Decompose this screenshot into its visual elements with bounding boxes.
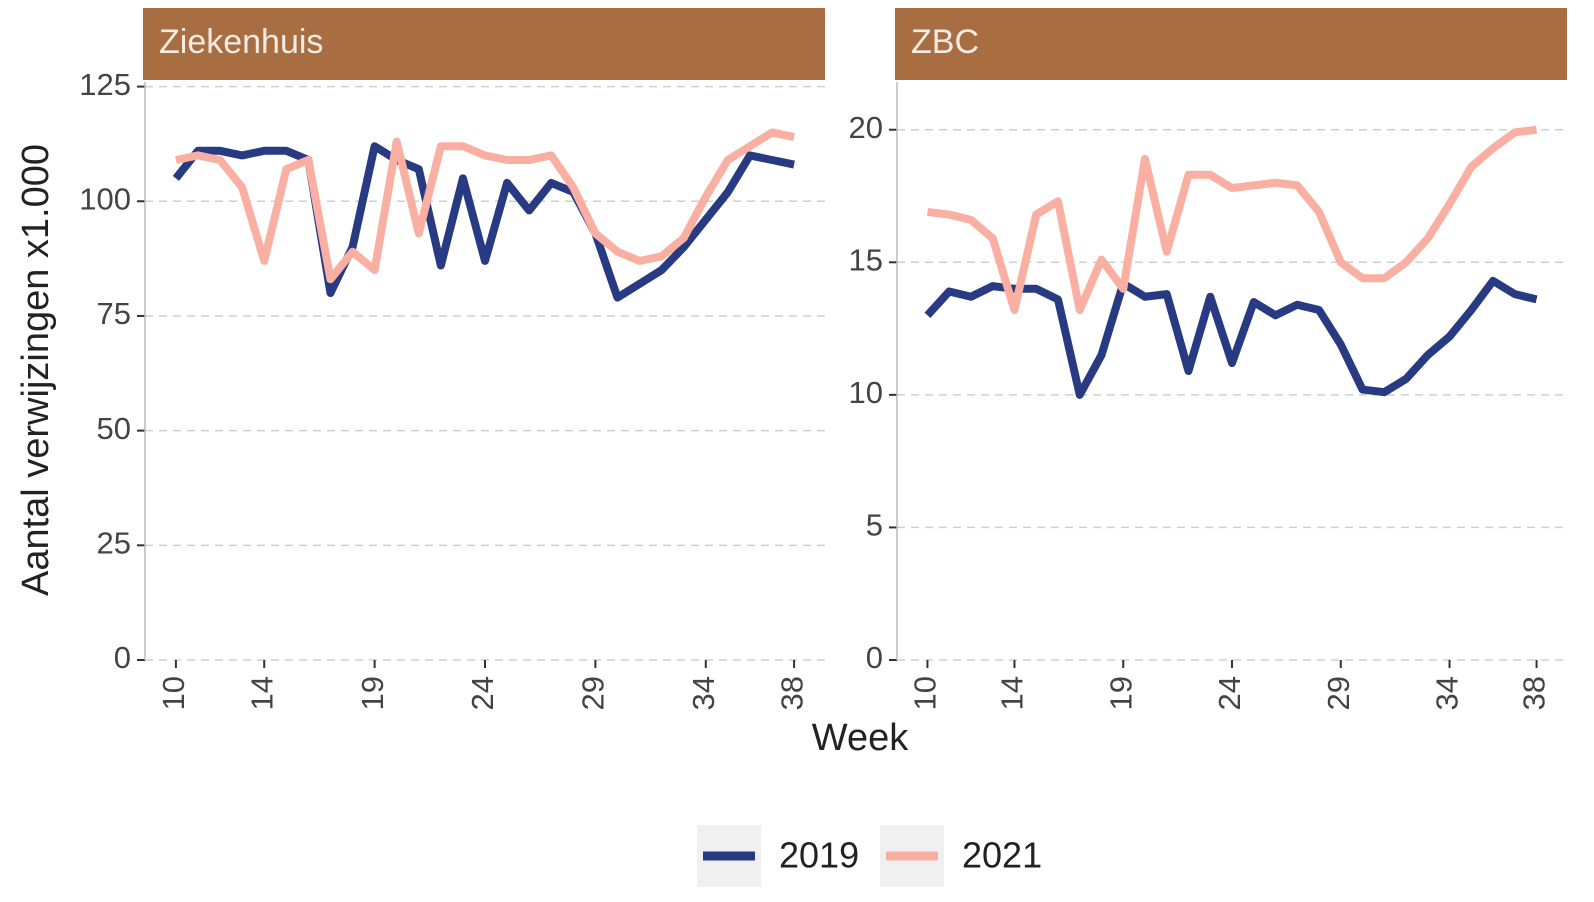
y-tick-label: 50 <box>97 411 131 446</box>
x-tick-label: 14 <box>244 676 279 710</box>
y-tick-label: 0 <box>866 640 883 675</box>
x-tick-label: 34 <box>686 676 721 710</box>
facet-title: Ziekenhuis <box>159 23 323 61</box>
x-tick-label: 10 <box>156 676 191 710</box>
x-tick-label: 14 <box>995 676 1030 710</box>
facet-strip <box>143 8 825 80</box>
y-tick-label: 10 <box>849 375 883 410</box>
x-tick-label: 38 <box>1517 676 1552 710</box>
y-tick-label: 125 <box>79 67 131 102</box>
y-tick-label: 15 <box>849 242 883 277</box>
series-line <box>924 276 1538 399</box>
x-axis-title: Week <box>812 717 909 759</box>
x-tick-label: 24 <box>465 676 500 710</box>
x-tick-label: 24 <box>1212 676 1247 710</box>
legend-label: 2019 <box>779 835 859 876</box>
x-tick-label: 19 <box>355 676 390 710</box>
y-tick-label: 100 <box>79 181 131 216</box>
y-tick-label: 5 <box>866 508 883 543</box>
series-line <box>172 142 795 302</box>
series-line <box>926 125 1538 315</box>
y-tick-label: 75 <box>97 296 131 331</box>
series-line <box>175 128 795 284</box>
x-tick-label: 19 <box>1103 676 1138 710</box>
y-tick-label: 20 <box>849 110 883 145</box>
facet-strip <box>895 8 1567 80</box>
x-tick-label: 10 <box>908 676 943 710</box>
y-axis-title: Aantal verwijzingen x1.000 <box>15 144 57 596</box>
x-tick-label: 34 <box>1430 676 1465 710</box>
legend-label: 2021 <box>962 835 1042 876</box>
y-tick-label: 0 <box>114 640 131 675</box>
x-tick-label: 29 <box>576 676 611 710</box>
y-tick-label: 25 <box>97 526 131 561</box>
x-tick-label: 38 <box>774 676 809 710</box>
x-tick-label: 29 <box>1321 676 1356 710</box>
facet-title: ZBC <box>911 23 979 61</box>
